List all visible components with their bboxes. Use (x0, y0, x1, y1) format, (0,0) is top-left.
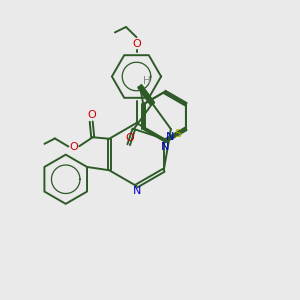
Text: H: H (143, 76, 151, 86)
Text: O: O (69, 142, 78, 152)
Text: N: N (166, 132, 174, 142)
Text: S: S (174, 129, 181, 140)
Text: N: N (160, 142, 169, 152)
Text: O: O (132, 39, 141, 49)
Text: O: O (88, 110, 97, 120)
Text: N: N (133, 186, 141, 197)
Text: O: O (126, 133, 135, 143)
